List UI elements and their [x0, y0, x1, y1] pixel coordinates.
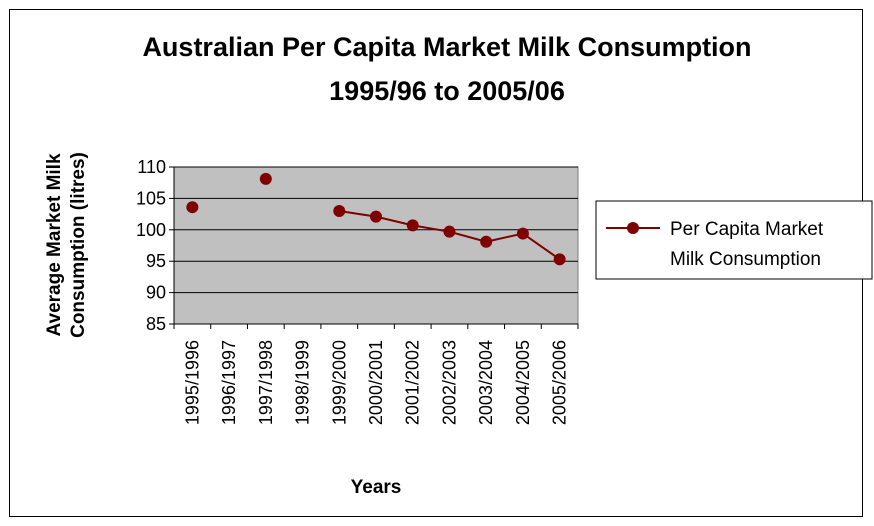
y-tick-label: 90 — [146, 283, 166, 303]
y-tick-label: 110 — [137, 157, 166, 177]
y-tick-label: 85 — [146, 314, 166, 334]
plot-area — [173, 166, 579, 325]
data-point — [516, 227, 529, 240]
x-tick-label: 1997/1998 — [256, 340, 276, 425]
x-tick-label: 2005/2006 — [550, 340, 570, 425]
data-point — [480, 235, 493, 248]
x-tick-label: 2003/2004 — [476, 340, 496, 425]
x-tick-label: 1996/1997 — [219, 340, 239, 425]
legend-box — [595, 200, 873, 280]
x-tick-label: 2000/2001 — [366, 340, 386, 425]
x-tick-label: 2004/2005 — [513, 340, 533, 425]
legend-marker-sample — [627, 222, 639, 234]
x-axis-title: Years — [351, 477, 402, 498]
y-axis: 85 90 95 100 105 110 — [136, 157, 175, 334]
chart-title-line-2: 1995/96 to 2005/06 — [329, 76, 565, 106]
data-point — [553, 253, 566, 266]
y-axis-title-line-2: Consumption (litres) — [68, 152, 89, 338]
data-point — [259, 172, 272, 185]
y-tick-label: 100 — [136, 220, 166, 240]
x-tick-label: 1995/1996 — [182, 340, 202, 425]
x-axis: 1995/1996 1996/1997 1997/1998 1998/1999 1999… — [173, 323, 579, 425]
y-tick-label: 95 — [146, 251, 166, 271]
series-line-segment — [339, 209, 377, 218]
legend-label-line-1: Per Capita Market — [670, 219, 824, 240]
chart-title-line-1: Australian Per Capita Market Milk Consum… — [142, 32, 751, 62]
y-axis-title-line-1: Average Market Milk — [44, 153, 65, 336]
data-point — [370, 210, 382, 223]
y-tick-label: 105 — [136, 188, 166, 208]
gridlines — [174, 166, 578, 294]
series-layer — [186, 172, 566, 266]
x-tick-label: 1999/2000 — [329, 340, 349, 425]
x-tick-label: 1998/1999 — [293, 340, 313, 425]
series-line-segment — [485, 232, 524, 243]
legend-label-line-2: Milk Consumption — [670, 249, 821, 270]
series-line-segment — [412, 224, 450, 233]
data-point — [406, 219, 419, 232]
series-line-segment — [522, 232, 561, 261]
data-point — [333, 204, 346, 217]
series-line-segment — [375, 215, 413, 227]
series-line-segment — [449, 230, 487, 243]
x-tick-label: 2001/2002 — [403, 340, 423, 425]
legend: Per Capita Market Milk Consumption — [595, 200, 873, 280]
data-point — [186, 201, 199, 214]
x-tick-label: 2002/2003 — [439, 340, 459, 425]
data-point — [443, 225, 456, 238]
